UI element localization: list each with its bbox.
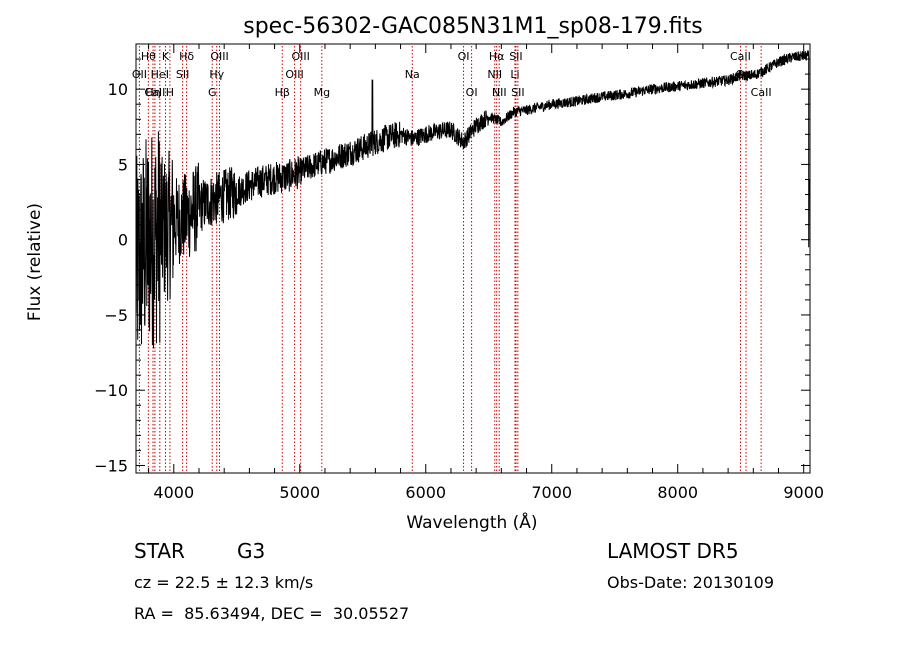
observation-date: Obs-Date: 20130109 bbox=[607, 573, 775, 592]
x-tick-label: 4000 bbox=[153, 483, 194, 502]
y-tick-label: −10 bbox=[94, 381, 128, 400]
line-marker-label: Hθ bbox=[141, 50, 156, 63]
line-marker-label: OIII bbox=[210, 50, 228, 63]
x-axis-label: Wavelength (Å) bbox=[406, 511, 537, 533]
line-marker-label: CaII bbox=[144, 86, 165, 99]
line-marker-label: SII bbox=[176, 68, 189, 81]
line-marker-label: OIII bbox=[291, 50, 309, 63]
line-marker-label: K bbox=[162, 50, 170, 63]
line-marker-label: OI bbox=[458, 50, 470, 63]
y-tick-label: −5 bbox=[104, 306, 128, 325]
survey-name: LAMOST DR5 bbox=[607, 539, 739, 563]
line-marker-label: OIII bbox=[285, 68, 303, 81]
redshift-velocity: cz = 22.5 ± 12.3 km/s bbox=[134, 573, 314, 592]
line-marker-label: HeI bbox=[151, 68, 169, 81]
y-axis-label: Flux (relative) bbox=[25, 203, 45, 321]
x-tick-label: 5000 bbox=[279, 483, 320, 502]
line-marker-label: Hβ bbox=[275, 86, 290, 99]
line-marker-label: G bbox=[208, 86, 217, 99]
line-marker-label: SII bbox=[511, 86, 524, 99]
x-axis-ticks: 4000 5000 6000 7000 8000 9000 bbox=[148, 44, 824, 502]
line-marker-label: Mg bbox=[314, 86, 330, 99]
x-tick-label: 6000 bbox=[405, 483, 446, 502]
line-marker-label: CaII bbox=[730, 50, 751, 63]
object-subclass: G3 bbox=[237, 539, 266, 563]
plot-frame bbox=[135, 43, 811, 474]
line-marker-label: Hδ bbox=[179, 50, 194, 63]
y-tick-label: 10 bbox=[108, 80, 128, 99]
line-marker-label: Li bbox=[510, 68, 519, 81]
spectrum-line bbox=[135, 49, 810, 349]
y-tick-label: 0 bbox=[118, 231, 128, 250]
line-marker-label: NII bbox=[487, 68, 502, 81]
line-marker-label: NII bbox=[492, 86, 507, 99]
line-marker-label: CaII bbox=[751, 86, 772, 99]
x-tick-label: 9000 bbox=[783, 483, 824, 502]
chart-title: spec-56302-GAC085N31M1_sp08-179.fits bbox=[243, 14, 703, 39]
coordinates: RA = 85.63494, DEC = 30.05527 bbox=[134, 604, 410, 623]
line-marker-label: Hγ bbox=[209, 68, 224, 81]
y-axis-ticks: −15 −10 −5 0 5 10 bbox=[94, 58, 810, 475]
line-marker-label: SII bbox=[509, 50, 522, 63]
line-marker-label: H bbox=[166, 86, 174, 99]
line-marker-label: OI bbox=[466, 86, 478, 99]
line-marker-label: Na bbox=[405, 68, 420, 81]
line-marker-label: Hη bbox=[145, 86, 160, 99]
object-class: STAR bbox=[134, 539, 185, 563]
y-tick-label: −15 bbox=[94, 456, 128, 475]
y-tick-label: 5 bbox=[118, 155, 128, 174]
x-tick-label: 7000 bbox=[531, 483, 572, 502]
line-markers bbox=[138, 46, 762, 473]
line-marker-label: Hα bbox=[489, 50, 505, 63]
x-tick-label: 8000 bbox=[657, 483, 698, 502]
